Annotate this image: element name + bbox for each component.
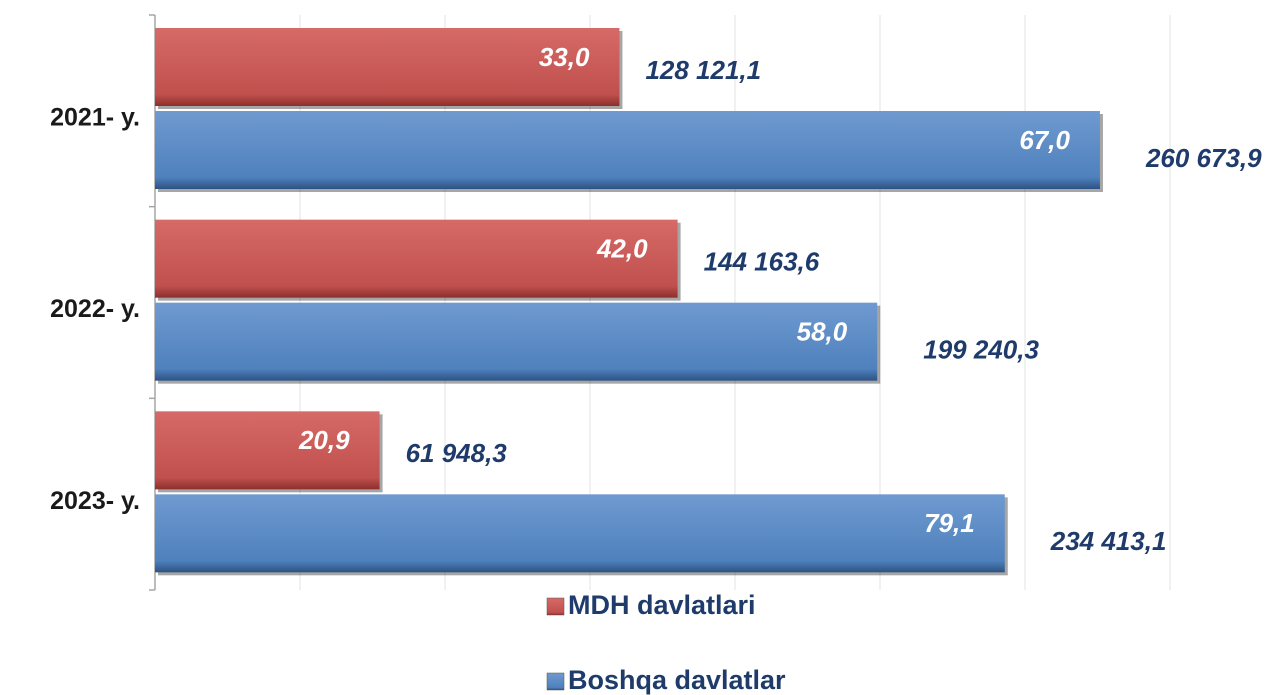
value-label: 128 121,1 [645, 55, 761, 85]
value-label: 260 673,9 [1145, 143, 1262, 173]
bar [155, 28, 620, 106]
value-label: 61 948,3 [406, 438, 508, 468]
share-label: 79,1 [924, 508, 975, 538]
bar [155, 411, 380, 490]
legend-swatch [546, 597, 565, 616]
share-label: 33,0 [539, 42, 590, 72]
share-label: 67,0 [1019, 125, 1070, 155]
bar [155, 494, 1005, 573]
value-label: 144 163,6 [704, 247, 820, 277]
bar [155, 111, 1100, 189]
legend-label: MDH davlatlari [568, 590, 756, 620]
share-label: 42,0 [596, 234, 648, 264]
value-label: 234 413,1 [1050, 526, 1167, 556]
category-label: 2021- y. [50, 103, 140, 131]
bar [155, 302, 878, 381]
share-label: 20,9 [298, 425, 350, 455]
bar [155, 219, 678, 298]
category-label: 2022- y. [50, 295, 140, 323]
legend-swatch [546, 672, 565, 691]
category-label: 2023- y. [50, 487, 140, 515]
legend-label: Boshqa davlatlar [568, 665, 786, 695]
value-label: 199 240,3 [923, 335, 1039, 365]
share-label: 58,0 [797, 317, 848, 347]
